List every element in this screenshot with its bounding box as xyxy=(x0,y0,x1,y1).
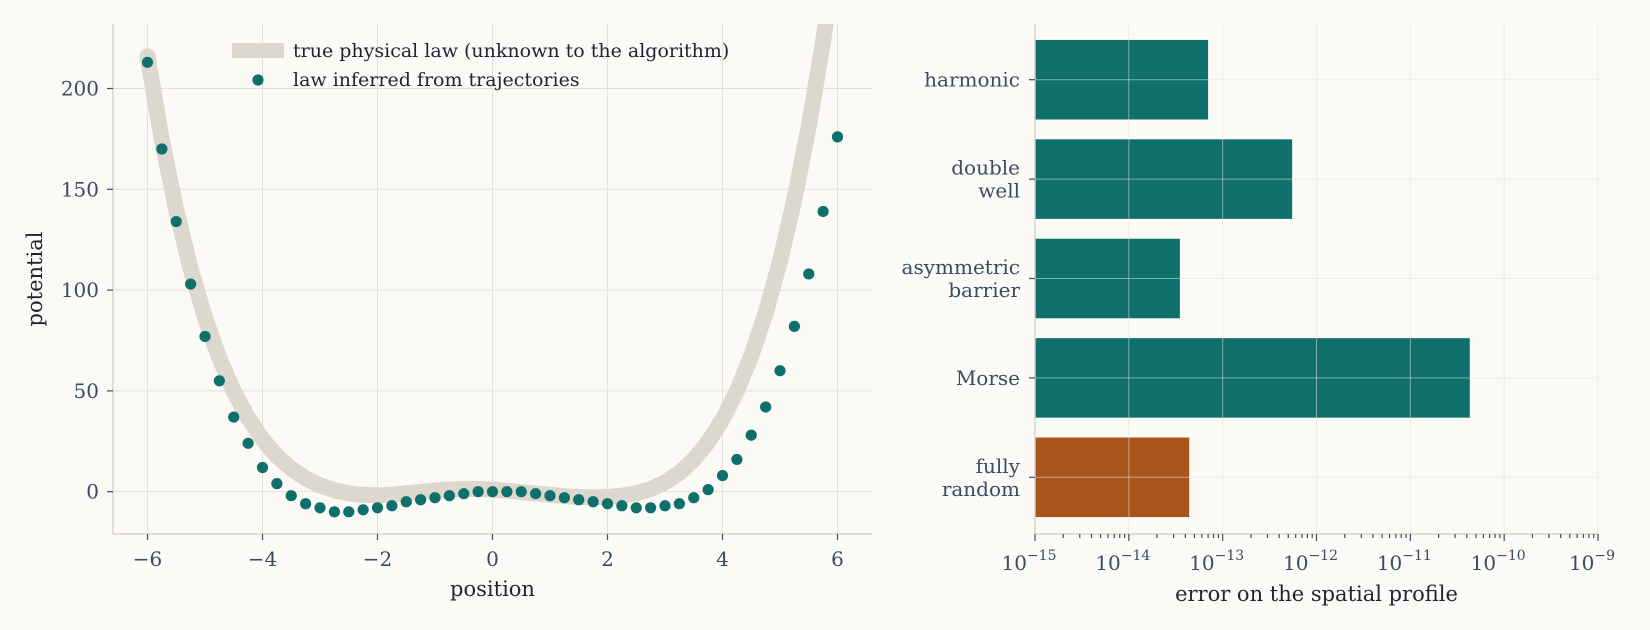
inferred-point xyxy=(458,488,470,500)
x-tick-label: 10−12 xyxy=(1283,548,1338,575)
category-label: harmonic xyxy=(924,68,1020,92)
inferred-point xyxy=(616,500,628,512)
category-label: barrier xyxy=(948,278,1020,302)
inferred-point xyxy=(659,500,671,512)
category-label: fully xyxy=(976,454,1021,478)
x-tick-label: −4 xyxy=(248,547,277,571)
x-tick-label: 10−11 xyxy=(1377,548,1432,575)
category-label: asymmetric xyxy=(902,255,1020,279)
x-tick-label: 10−13 xyxy=(1189,548,1244,575)
inferred-point xyxy=(271,478,283,490)
x-tick-label: 4 xyxy=(716,547,729,571)
inferred-point xyxy=(817,205,829,218)
legend-swatch-true-law xyxy=(232,43,284,58)
inferred-point xyxy=(228,411,240,423)
inferred-point xyxy=(400,496,412,508)
right-axes: 10−15 10−14 10−13 10−12 10−11 10−10 10−9 harmon… xyxy=(902,24,1615,606)
inferred-point xyxy=(328,506,340,518)
inferred-point xyxy=(573,494,585,506)
x-tick-label: 10−14 xyxy=(1095,548,1150,575)
category-label: Morse xyxy=(956,366,1020,390)
inferred-point xyxy=(645,502,657,514)
inferred-point xyxy=(357,504,369,516)
left-panel: −6 −4 −2 0 2 4 6050100150200positionpotential … xyxy=(23,24,872,601)
x-tick-label: −2 xyxy=(363,547,392,571)
inferred-point xyxy=(831,131,844,143)
inferred-point xyxy=(731,453,743,466)
legend-label-inferred: law inferred from trajectories xyxy=(293,69,580,91)
inferred-point xyxy=(803,268,815,280)
inferred-point xyxy=(199,330,211,343)
inferred-point xyxy=(486,486,499,498)
category-label: double xyxy=(951,156,1020,180)
inferred-point xyxy=(788,320,800,332)
inferred-point xyxy=(558,492,570,504)
inferred-point xyxy=(314,502,326,514)
inferred-point xyxy=(256,461,269,474)
right-grid xyxy=(1034,24,1599,534)
inferred-point xyxy=(530,488,542,500)
legend-marker-inferred xyxy=(252,74,264,86)
inferred-point xyxy=(141,56,154,68)
y-axis-label: potential xyxy=(23,231,47,326)
x-tick-label: 0 xyxy=(486,547,499,571)
inferred-point xyxy=(630,502,642,514)
x-tick-label: 10−9 xyxy=(1569,548,1615,575)
inferred-point xyxy=(242,437,254,449)
inferred-point xyxy=(544,490,556,502)
y-tick-label: 200 xyxy=(61,77,99,101)
inferred-point xyxy=(156,143,168,155)
category-label: well xyxy=(978,179,1020,203)
inferred-point xyxy=(300,498,312,510)
inferred-point xyxy=(774,365,786,377)
inferred-point xyxy=(185,278,197,290)
x-tick-label: 2 xyxy=(601,547,614,571)
inferred-point xyxy=(415,494,427,506)
y-tick-label: 100 xyxy=(61,278,99,302)
inferred-point xyxy=(443,490,455,502)
inferred-point xyxy=(170,215,182,228)
inferred-point xyxy=(429,492,441,504)
y-tick-label: 50 xyxy=(74,379,99,403)
x-tick-label: 6 xyxy=(831,547,844,571)
y-tick-label: 150 xyxy=(61,177,99,201)
category-label: random xyxy=(942,477,1020,501)
x-tick-label: 10−15 xyxy=(1002,548,1057,575)
x-tick-label: −6 xyxy=(133,547,162,571)
left-series xyxy=(139,24,844,518)
inferred-point xyxy=(673,498,685,510)
left-axes: −6 −4 −2 0 2 4 6 0 50 100 150 200 position potential xyxy=(23,24,872,601)
x-axis-label: position xyxy=(450,577,535,601)
inferred-point xyxy=(601,498,614,510)
inferred-point xyxy=(716,469,729,482)
inferred-point xyxy=(702,484,714,496)
inferred-point xyxy=(760,401,772,413)
x-tick-label: 10−10 xyxy=(1471,548,1526,575)
inferred-point xyxy=(343,506,355,518)
inferred-point xyxy=(371,502,384,514)
y-tick-label: 0 xyxy=(86,480,99,504)
inferred-point xyxy=(515,486,527,498)
inferred-point xyxy=(213,375,225,387)
inferred-point xyxy=(472,486,484,498)
inferred-point xyxy=(587,496,599,508)
x-axis-label: error on the spatial profile xyxy=(1175,582,1458,606)
inferred-point xyxy=(285,490,297,502)
right-panel: 10−15 10−14 10−13 10−12 10−11 10−10 10−9 harmon… xyxy=(902,24,1615,606)
legend-label-true-law: true physical law (unknown to the algori… xyxy=(293,40,729,62)
inferred-point xyxy=(688,492,700,504)
inferred-point xyxy=(745,429,757,441)
inferred-point xyxy=(386,500,398,512)
inferred-point xyxy=(501,486,513,498)
legend: true physical law (unknown to the algori… xyxy=(232,40,729,91)
left-grid xyxy=(113,24,872,534)
